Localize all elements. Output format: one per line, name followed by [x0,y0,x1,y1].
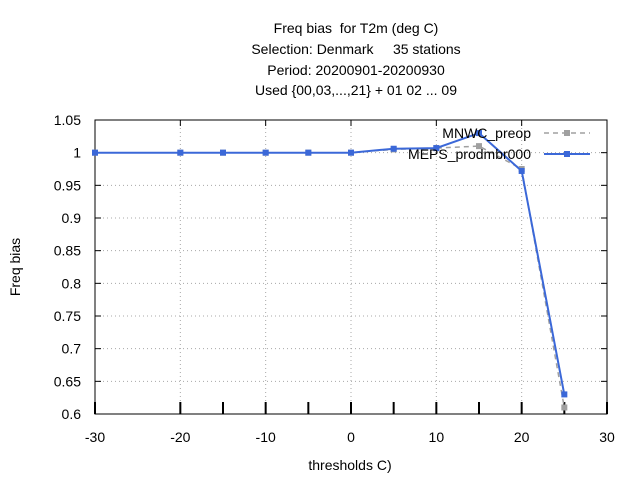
legend-label-MNWC_preop: MNWC_preop [442,125,531,141]
y-tick-label: 1.05 [54,112,81,128]
data-point-MEPS_prodmbr000 [92,149,98,156]
grid-lines [95,120,607,414]
x-tick-label: 0 [347,429,355,445]
data-point-MEPS_prodmbr000 [177,149,184,156]
data-point-MNWC_preop [561,404,568,411]
chart-title-line-2: Selection: Denmark 35 stations [251,41,461,57]
y-tick-label: 0.65 [54,373,81,389]
y-tick-label: 0.95 [54,177,81,193]
data-point-MEPS_prodmbr000 [348,149,354,156]
data-point-MNWC_preop [476,143,482,150]
y-tick-label: 0.8 [62,275,82,291]
x-tick-label: 10 [429,429,445,445]
data-point-MEPS_prodmbr000 [518,167,525,174]
x-tick-label: -20 [170,429,190,445]
data-point-MEPS_prodmbr000 [561,391,568,398]
data-point-MEPS_prodmbr000 [305,149,312,156]
axis-ticks: 0.6 0.65 0.7 0.75 0.8 0.85 0.9 0.95 1 1.05 -30 -20 -… [54,112,615,445]
series-line-MNWC_preop [95,145,566,408]
legend: MNWC_preop MEPS_prodmbr000 [408,125,590,162]
x-tick-label: -30 [85,429,105,445]
legend-label-MEPS_prodmbr000: MEPS_prodmbr000 [408,146,531,162]
data-point-MEPS_prodmbr000 [433,145,440,152]
legend-swatch-marker-MEPS_prodmbr000 [564,151,570,157]
legend-swatch-marker-MNWC_preop [564,130,570,136]
data-point-MEPS_prodmbr000 [220,149,226,156]
y-tick-label: 1 [73,145,81,161]
x-tick-label: 30 [599,429,615,445]
chart-title-line-1: Freq bias for T2m (deg C) [273,20,439,36]
y-tick-label: 0.9 [62,210,82,226]
chart-title-line-3: Period: 20200901-20200930 [267,62,445,78]
y-axis-label: Freq bias [7,238,23,296]
series-line-MEPS_prodmbr000 [95,131,566,395]
x-tick-label: 20 [514,429,530,445]
y-tick-label: 0.75 [54,308,81,324]
chart-title-line-4: Used {00,03,...,21} + 01 02 ... 09 [255,82,457,98]
y-tick-label: 0.6 [62,406,82,422]
series-layer [92,130,568,411]
data-point-MEPS_prodmbr000 [390,145,397,152]
data-point-MEPS_prodmbr000 [476,130,482,137]
data-point-MEPS_prodmbr000 [262,149,269,156]
x-axis-label: thresholds C) [308,457,391,473]
x-tick-label: -10 [256,429,276,445]
y-tick-label: 0.7 [62,341,82,357]
y-tick-label: 0.85 [54,243,81,259]
